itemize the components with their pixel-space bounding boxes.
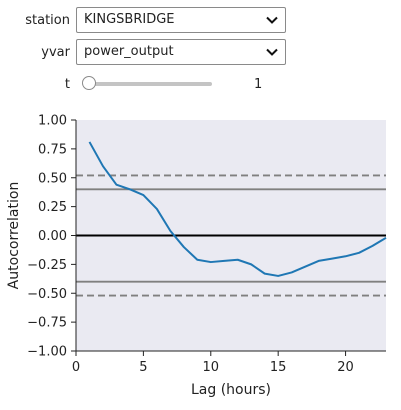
station-select[interactable]: KINGSBRIDGE <box>76 7 286 33</box>
yvar-label: yvar <box>41 44 70 60</box>
t-slider-track[interactable] <box>90 82 212 86</box>
autocorrelation-series-line <box>88 141 387 277</box>
x-axis-label: Lag (hours) <box>191 382 271 398</box>
yvar-select[interactable]: power_output <box>76 39 286 65</box>
autocorrelation-chart: 0 5 10 15 20 1.00 0.75 0.50 0.25 0.00 −0.25 −0.50 −… <box>6 114 387 398</box>
x-tick-label: 0 <box>72 360 80 375</box>
y-tick-label: 0.75 <box>38 142 67 157</box>
t-slider-thumb[interactable] <box>82 76 96 90</box>
y-tick-label: 0.50 <box>38 171 67 186</box>
series-layer <box>88 141 387 277</box>
t-slider[interactable] <box>82 74 212 94</box>
chevron-down-icon <box>266 48 278 56</box>
yvar-row: yvar power_output <box>0 38 286 66</box>
y-tick-label: −1.00 <box>27 345 67 360</box>
y-axis-label: Autocorrelation <box>6 182 22 290</box>
x-tick-label: 20 <box>337 360 354 375</box>
chevron-down-icon <box>266 16 278 24</box>
y-tick-label: 0.00 <box>38 229 67 244</box>
t-slider-value: 1 <box>254 76 263 92</box>
y-tick-label: −0.75 <box>27 316 67 331</box>
y-tick-label: 1.00 <box>38 114 67 129</box>
x-tick-label: 5 <box>139 360 147 375</box>
station-selected-value: KINGSBRIDGE <box>84 12 175 27</box>
yvar-selected-value: power_output <box>84 44 174 59</box>
x-tick-label: 10 <box>203 360 220 375</box>
station-row: station KINGSBRIDGE <box>0 6 286 34</box>
y-axis: 1.00 0.75 0.50 0.25 0.00 −0.25 −0.50 −0.75 −1.00 <box>27 114 77 360</box>
y-tick-label: 0.25 <box>38 200 67 215</box>
t-row: t 1 <box>0 70 262 98</box>
t-label: t <box>64 76 70 92</box>
x-tick-label: 15 <box>270 360 287 375</box>
x-axis: 0 5 10 15 20 <box>72 350 386 375</box>
station-label: station <box>25 12 70 28</box>
y-tick-label: −0.50 <box>27 287 67 302</box>
y-tick-label: −0.25 <box>27 258 67 273</box>
